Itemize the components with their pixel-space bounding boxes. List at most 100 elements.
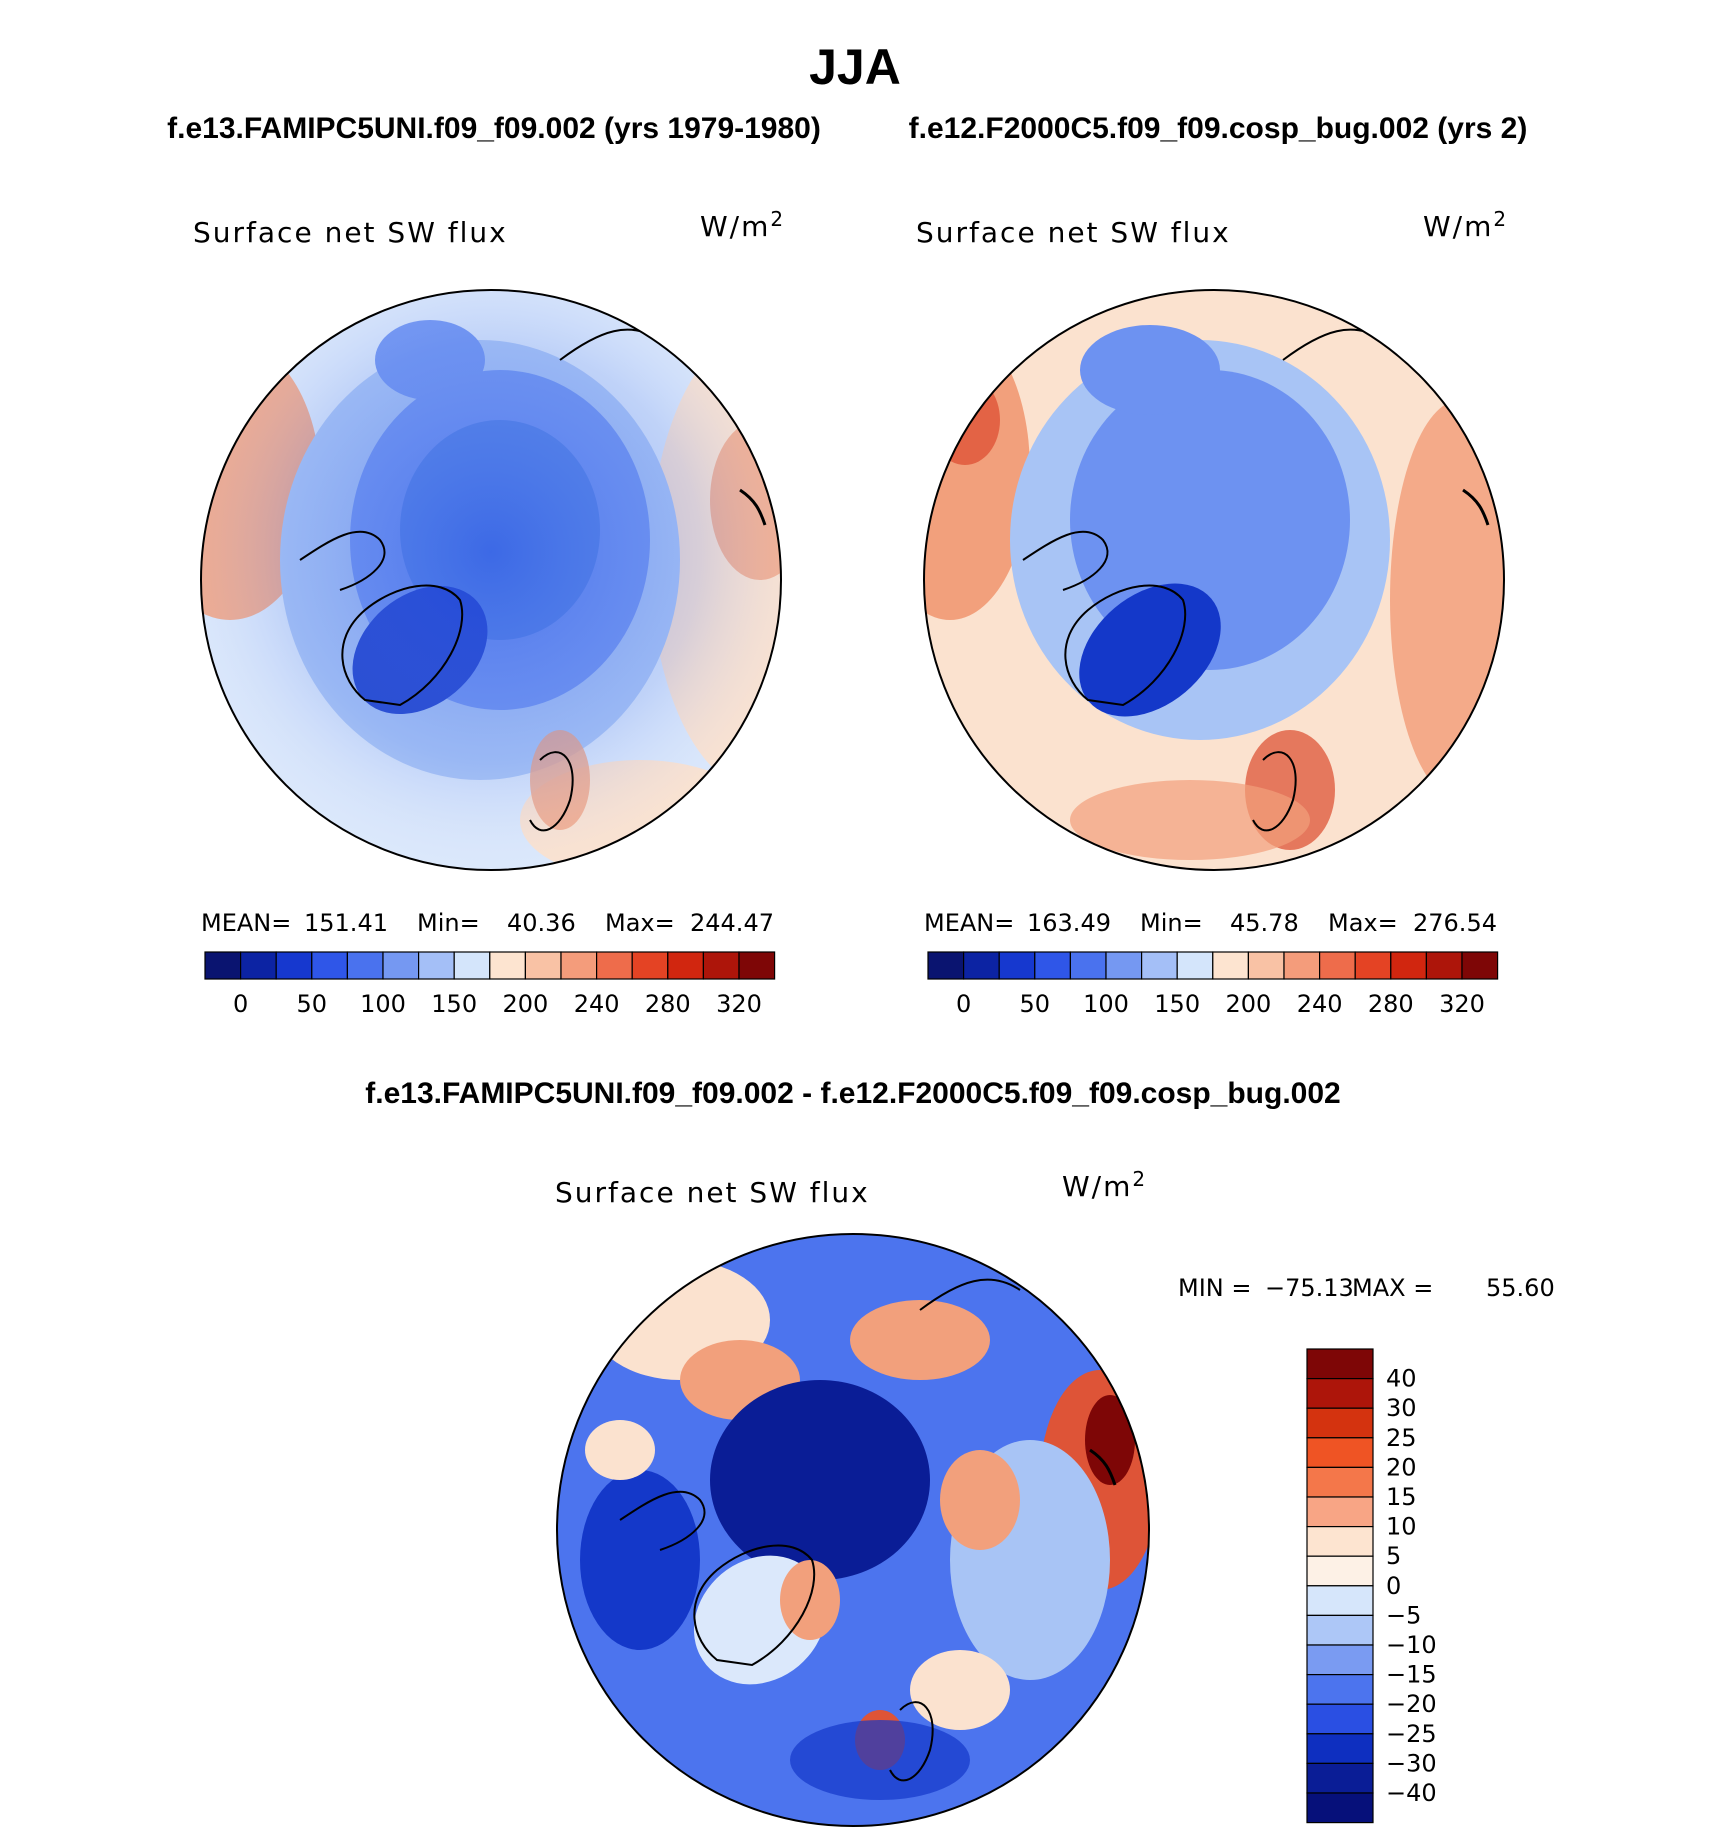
- colorbar-box: [927, 951, 965, 980]
- colorbar-tick-label: −30: [1386, 1749, 1437, 1777]
- colorbar-box: [595, 951, 633, 980]
- right-mean-value: 163.49: [1027, 909, 1111, 937]
- colorbar-tick-label: −25: [1386, 1720, 1437, 1748]
- left-units-label: W/m2: [700, 207, 785, 243]
- colorbar-tick-label: 40: [1386, 1365, 1417, 1393]
- colorbar-tick-label: 0: [956, 990, 971, 1018]
- colorbar-box: [998, 951, 1036, 980]
- right-max-value: 276.54: [1413, 909, 1497, 937]
- colorbar-tick-label: 150: [431, 990, 477, 1018]
- right-stats: MEAN= 163.49 Min= 45.78 Max= 276.54: [924, 909, 1497, 937]
- colorbar-tick-label: 280: [645, 990, 691, 1018]
- left-min-label: Min=: [417, 909, 480, 937]
- right-mean-label: MEAN=: [924, 909, 1014, 937]
- colorbar-box: [1306, 1377, 1374, 1409]
- colorbar-box: [311, 951, 348, 980]
- colorbar-box: [1461, 951, 1499, 980]
- diff-stats: MIN = −75.13 MAX = 55.60: [1178, 1274, 1555, 1302]
- colorbar-tick-label: −40: [1386, 1779, 1437, 1807]
- colorbar-box: [275, 951, 313, 980]
- colorbar-box: [346, 951, 384, 980]
- colorbar-box: [702, 951, 740, 980]
- colorbar-tick-label: 50: [297, 990, 328, 1018]
- colorbar-tick-label: −20: [1386, 1690, 1437, 1718]
- left-max-label: Max=: [605, 909, 675, 937]
- colorbar-box: [1306, 1644, 1374, 1676]
- header-right-title: f.e12.F2000C5.f09_f09.cosp_bug.002 (yrs …: [909, 112, 1528, 145]
- season-title: JJA: [809, 39, 901, 95]
- colorbar-box: [1283, 951, 1321, 980]
- difference-title: f.e13.FAMIPC5UNI.f09_f09.002 - f.e12.F20…: [365, 1077, 1340, 1110]
- colorbar-box: [1306, 1733, 1374, 1765]
- diff-min-label: MIN =: [1178, 1274, 1251, 1302]
- colorbar-box: [1390, 951, 1428, 980]
- colorbar-box: [240, 951, 277, 980]
- colorbar-tick-label: 240: [1297, 990, 1343, 1018]
- colorbar-tick-label: 0: [233, 990, 248, 1018]
- colorbar-tick-label: −15: [1386, 1661, 1437, 1689]
- difference-polar-map: [556, 1233, 1150, 1827]
- colorbar-box: [1318, 951, 1356, 980]
- colorbar-box: [453, 951, 491, 980]
- colorbar-box: [1425, 951, 1463, 980]
- colorbar-tick-label: 5: [1386, 1542, 1401, 1570]
- colorbar-box: [524, 951, 562, 980]
- colorbar-box: [204, 951, 242, 980]
- left-mean-value: 151.41: [304, 909, 388, 937]
- colorbar-box: [489, 951, 526, 980]
- colorbar-box: [1069, 951, 1107, 980]
- left-stats: MEAN= 151.41 Min= 40.36 Max= 244.47: [201, 909, 774, 937]
- diff-max-value: 55.60: [1486, 1274, 1555, 1302]
- colorbar-tick-label: 15: [1386, 1483, 1417, 1511]
- colorbar-tick-label: 320: [1439, 990, 1485, 1018]
- diff-max-label: MAX =: [1352, 1274, 1433, 1302]
- colorbar-tick-label: 100: [1083, 990, 1129, 1018]
- diff-min-value: −75.13: [1265, 1274, 1354, 1302]
- colorbar-tick-label: 25: [1386, 1424, 1417, 1452]
- colorbar-box: [1306, 1673, 1374, 1705]
- colorbar-box: [962, 951, 1000, 980]
- header-left-title: f.e13.FAMIPC5UNI.f09_f09.002 (yrs 1979-1…: [167, 112, 821, 145]
- diff-units-label: W/m2: [1062, 1167, 1147, 1203]
- colorbar-box: [1306, 1614, 1374, 1646]
- colorbar-box: [667, 951, 704, 980]
- right-max-label: Max=: [1328, 909, 1398, 937]
- left-colorbar: 0 50 100 150 200 240 280 320: [204, 951, 776, 1018]
- left-variable-label: Surface net SW flux: [193, 216, 508, 249]
- right-min-value: 45.78: [1230, 909, 1299, 937]
- colorbar-box: [1105, 951, 1143, 980]
- colorbar-tick-label: 0: [1386, 1572, 1401, 1600]
- colorbar-tick-label: 100: [360, 990, 406, 1018]
- colorbar-tick-label: −10: [1386, 1631, 1437, 1659]
- colorbar-box: [1212, 951, 1250, 980]
- colorbar-tick-label: −5: [1386, 1601, 1421, 1629]
- colorbar-box: [560, 951, 598, 980]
- left-min-value: 40.36: [507, 909, 576, 937]
- colorbar-box: [1306, 1555, 1374, 1587]
- colorbar-box: [1306, 1466, 1374, 1498]
- colorbar-box: [1306, 1585, 1374, 1617]
- colorbar-tick-label: 200: [502, 990, 548, 1018]
- colorbar-box: [1306, 1348, 1374, 1380]
- colorbar-tick-label: 150: [1154, 990, 1200, 1018]
- colorbar-tick-label: 200: [1225, 990, 1271, 1018]
- right-colorbar: 0 50 100 150 200 240 280 320: [927, 951, 1499, 1018]
- colorbar-box: [1306, 1437, 1374, 1469]
- colorbar-tick-label: 10: [1386, 1513, 1417, 1541]
- diff-variable-label: Surface net SW flux: [555, 1176, 870, 1209]
- colorbar-box: [1306, 1703, 1374, 1735]
- colorbar-tick-label: 20: [1386, 1453, 1417, 1481]
- colorbar-box: [1034, 951, 1072, 980]
- colorbar-box: [1306, 1792, 1374, 1824]
- left-mean-label: MEAN=: [201, 909, 291, 937]
- colorbar-tick-label: 240: [574, 990, 620, 1018]
- colorbar-box: [1354, 951, 1392, 980]
- colorbar-box: [1306, 1762, 1374, 1794]
- colorbar-box: [1306, 1496, 1374, 1528]
- colorbar-box: [1176, 951, 1214, 980]
- colorbar-tick-label: 320: [716, 990, 762, 1018]
- colorbar-tick-label: 50: [1020, 990, 1051, 1018]
- left-max-value: 244.47: [690, 909, 774, 937]
- colorbar-box: [1140, 951, 1178, 980]
- colorbar-box: [1247, 951, 1285, 980]
